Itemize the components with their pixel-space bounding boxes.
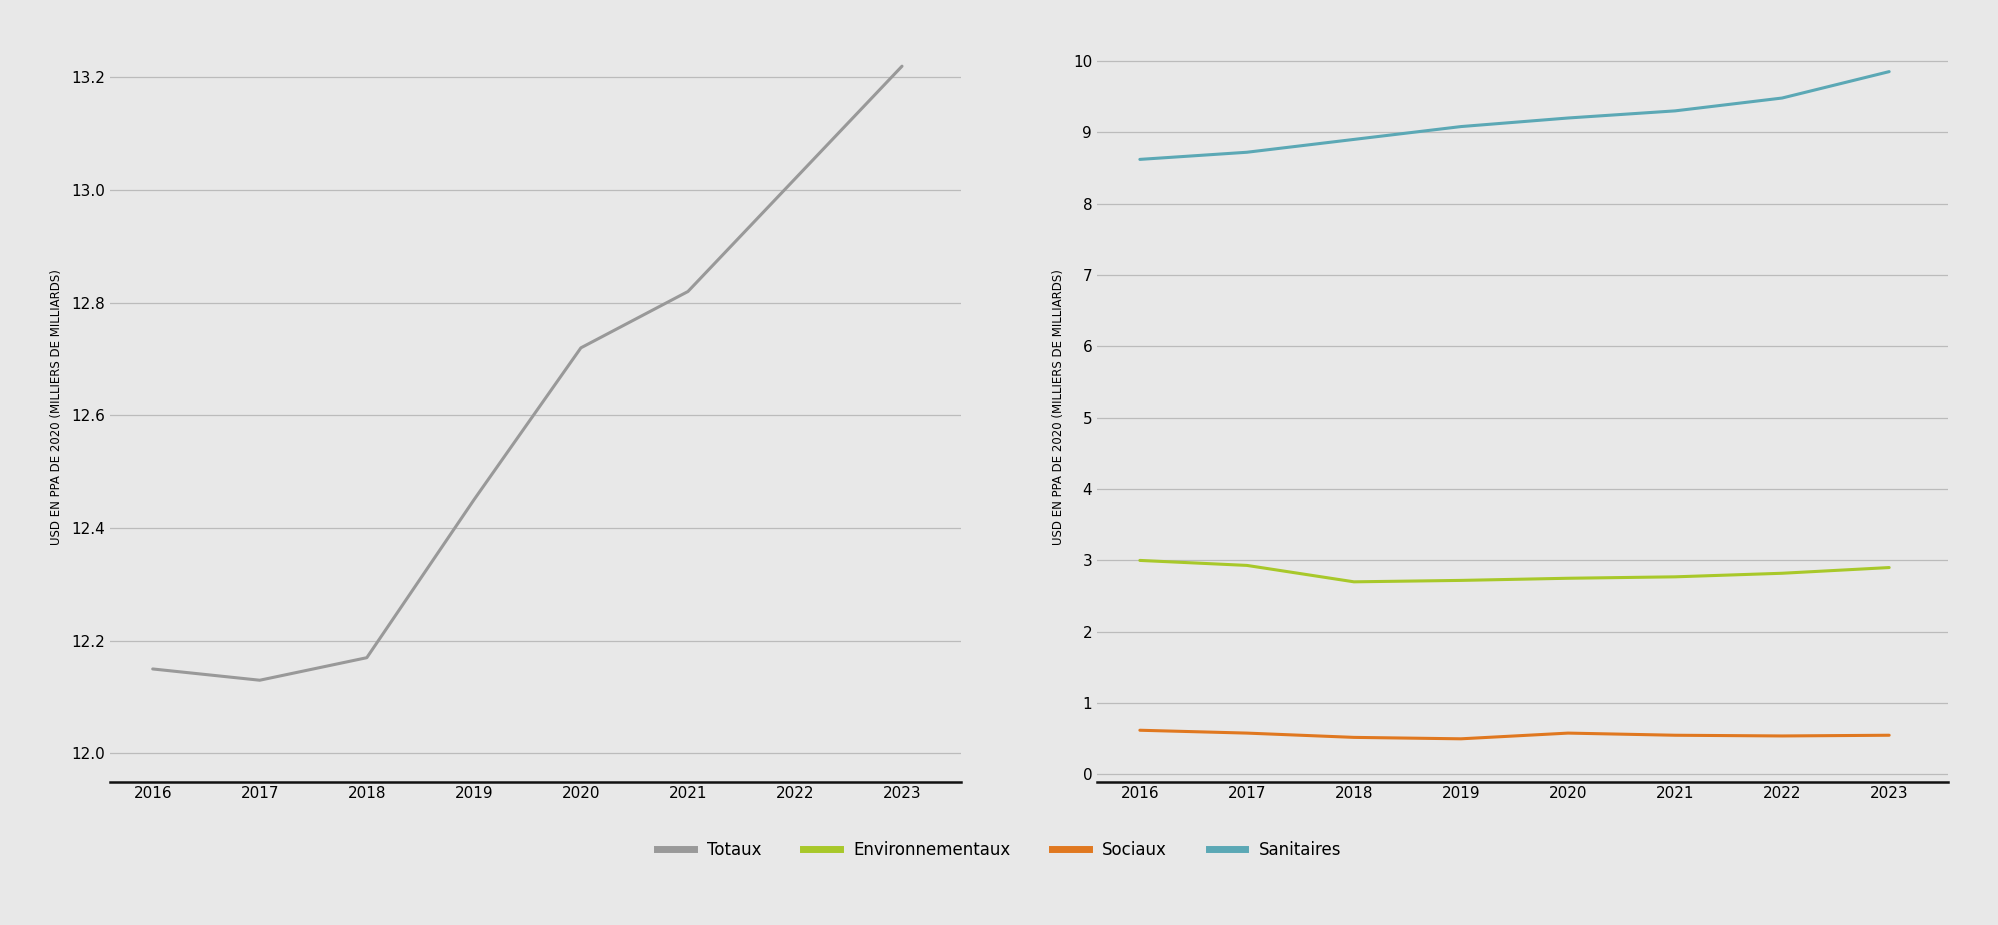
Y-axis label: USD EN PPA DE 2020 (MILLIERS DE MILLIARDS): USD EN PPA DE 2020 (MILLIERS DE MILLIARD…	[50, 269, 62, 545]
Y-axis label: USD EN PPA DE 2020 (MILLIERS DE MILLIARDS): USD EN PPA DE 2020 (MILLIERS DE MILLIARD…	[1051, 269, 1065, 545]
Legend: Totaux, Environnementaux, Sociaux, Sanitaires: Totaux, Environnementaux, Sociaux, Sanit…	[649, 834, 1349, 866]
